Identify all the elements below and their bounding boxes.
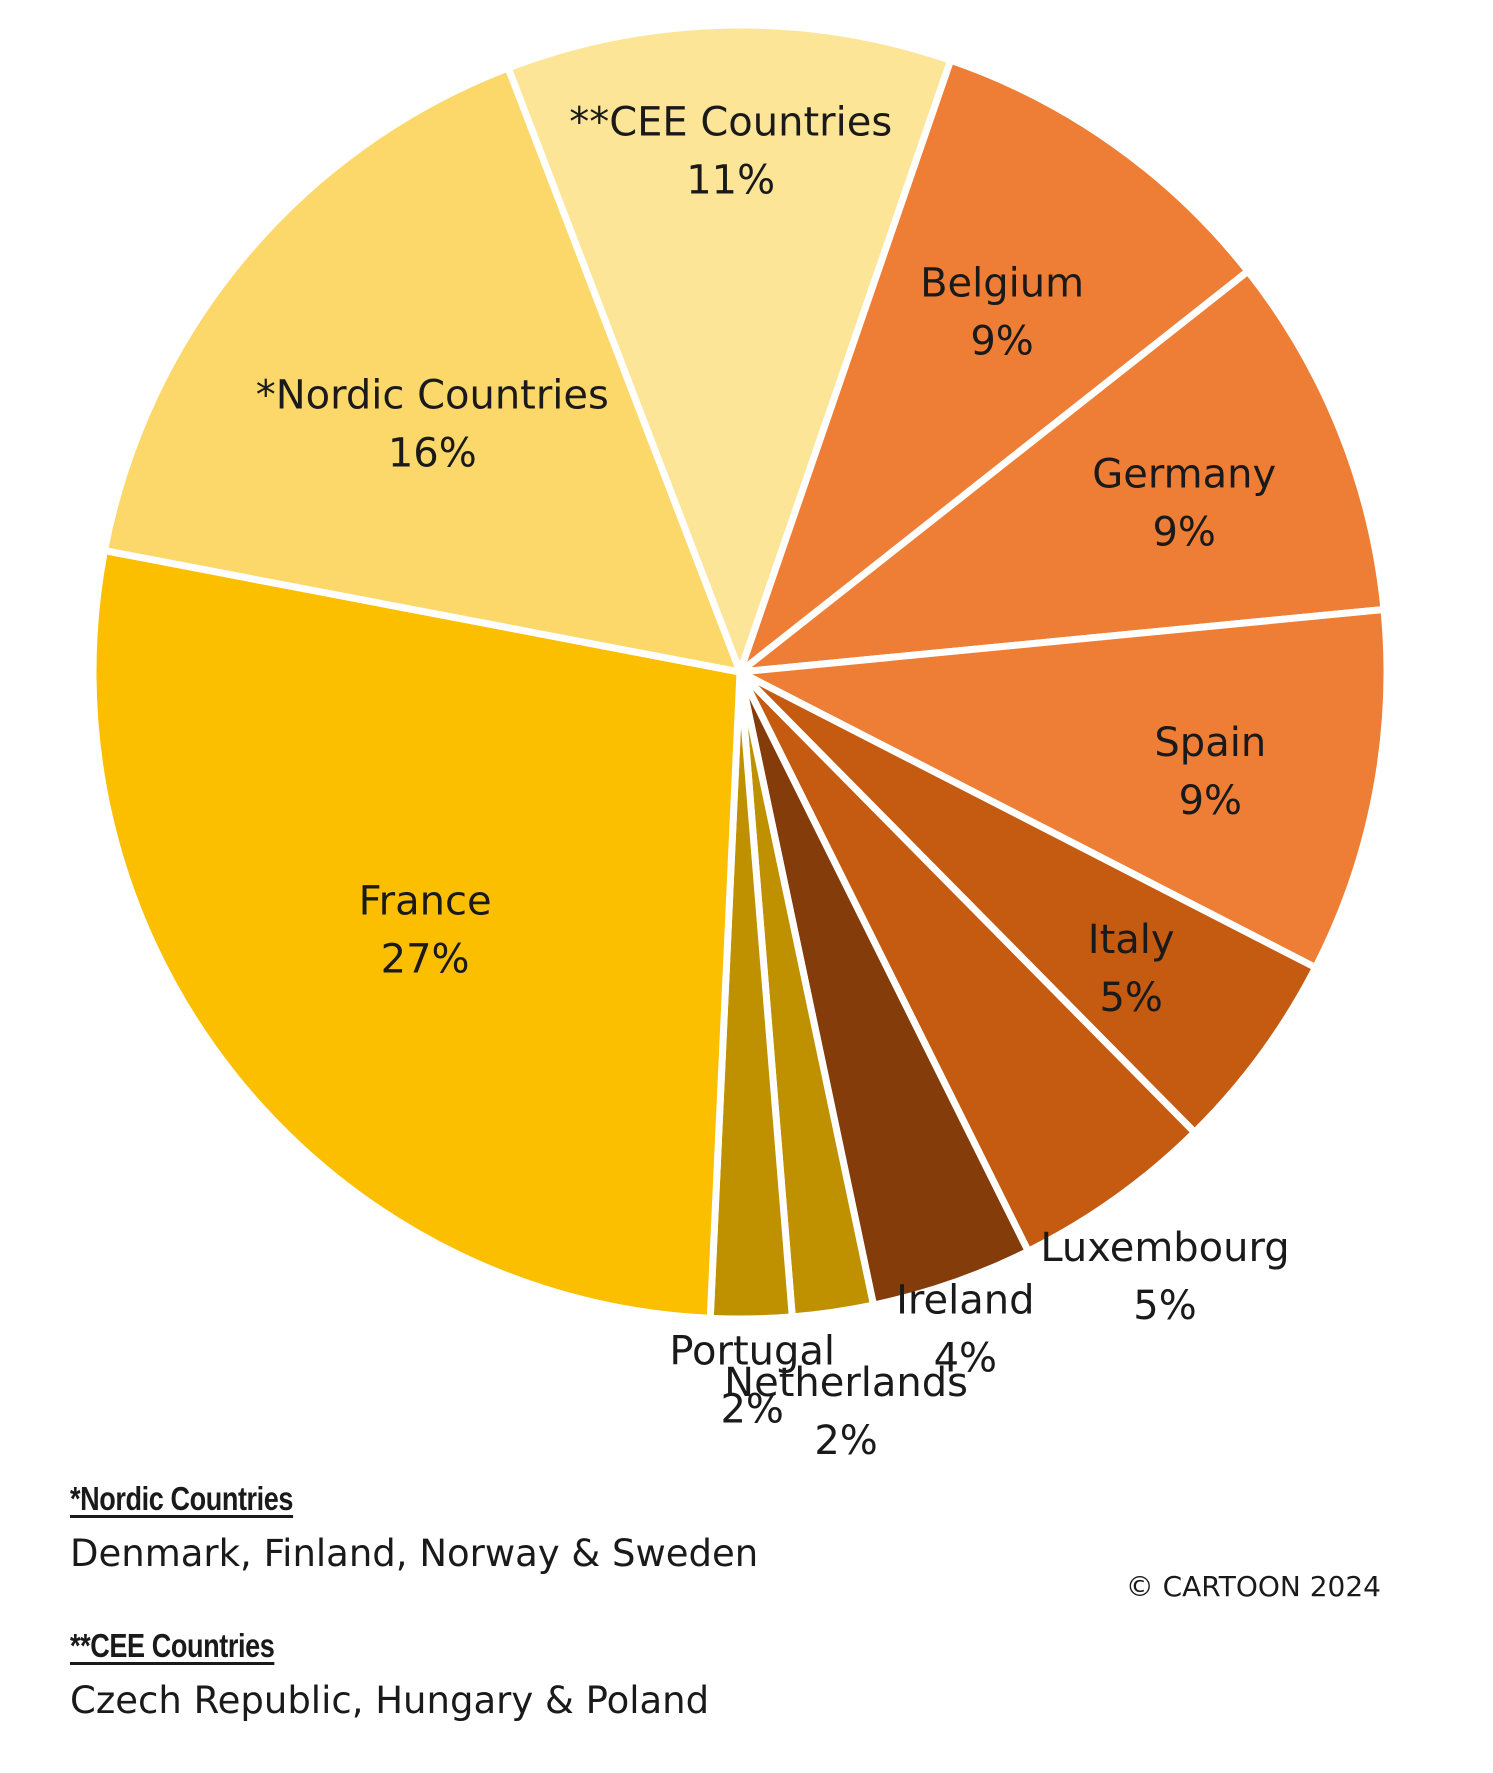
slice-label-france: France — [359, 879, 492, 925]
slice-label-luxembourg: Luxembourg — [1040, 1225, 1289, 1271]
footnote-nordic: *Nordic Countries Denmark, Finland, Norw… — [70, 1480, 970, 1575]
pie-slice-germany — [736, 267, 1388, 676]
slice-label-spain: Spain — [1154, 720, 1266, 766]
pie-slice-luxembourg — [736, 668, 1199, 1255]
slice-label-belgium: Belgium — [920, 261, 1084, 307]
slice-label-netherlands: Netherlands — [724, 1360, 968, 1406]
pie-slice-italy — [736, 668, 1320, 1136]
slice-value-portugal: 2% — [720, 1387, 783, 1433]
pie-slice-cee-countries — [504, 21, 955, 676]
footnote-cee: **CEE Countries Czech Republic, Hungary … — [70, 1627, 970, 1722]
footnotes: *Nordic Countries Denmark, Finland, Norw… — [70, 1480, 970, 1722]
pie-slice-belgium — [736, 56, 1252, 676]
slice-value-belgium: 9% — [970, 319, 1033, 365]
slice-label-portugal: Portugal — [669, 1329, 835, 1375]
slice-value-italy: 5% — [1099, 975, 1162, 1021]
slice-label-italy: Italy — [1088, 917, 1175, 963]
pie-slice-france — [89, 547, 744, 1322]
slice-label-cee-countries: **CEE Countries — [569, 100, 892, 146]
slice-value-ireland: 4% — [934, 1336, 997, 1382]
pie-slice-spain — [736, 605, 1391, 972]
slice-value-nordic-countries: 16% — [388, 431, 477, 477]
slice-value-luxembourg: 5% — [1133, 1283, 1196, 1329]
slice-value-cee-countries: 11% — [686, 158, 775, 204]
pie-slices — [89, 21, 1391, 1323]
pie-slice-nordic-countries — [101, 64, 744, 676]
slice-value-france: 27% — [381, 937, 470, 983]
slice-label-nordic-countries: *Nordic Countries — [256, 373, 609, 419]
slice-label-ireland: Ireland — [896, 1278, 1034, 1324]
footnote-nordic-body: Denmark, Finland, Norway & Sweden — [70, 1532, 759, 1575]
footnote-cee-title: **CEE Countries — [70, 1627, 275, 1664]
pie-chart: **CEE Countries 11% Belgium 9% Germany 9% Spai… — [89, 21, 1391, 1464]
slice-value-germany: 9% — [1152, 509, 1215, 555]
footnote-cee-body: Czech Republic, Hungary & Poland — [70, 1679, 710, 1722]
slice-value-netherlands: 2% — [814, 1418, 877, 1464]
pie-labels: **CEE Countries 11% Belgium 9% Germany 9% Spai… — [256, 100, 1290, 1464]
slice-label-germany: Germany — [1092, 451, 1276, 497]
footnote-nordic-title: *Nordic Countries — [70, 1480, 294, 1517]
copyright-notice: © CARTOON 2024 — [1125, 1570, 1381, 1603]
slice-value-spain: 9% — [1179, 778, 1242, 824]
